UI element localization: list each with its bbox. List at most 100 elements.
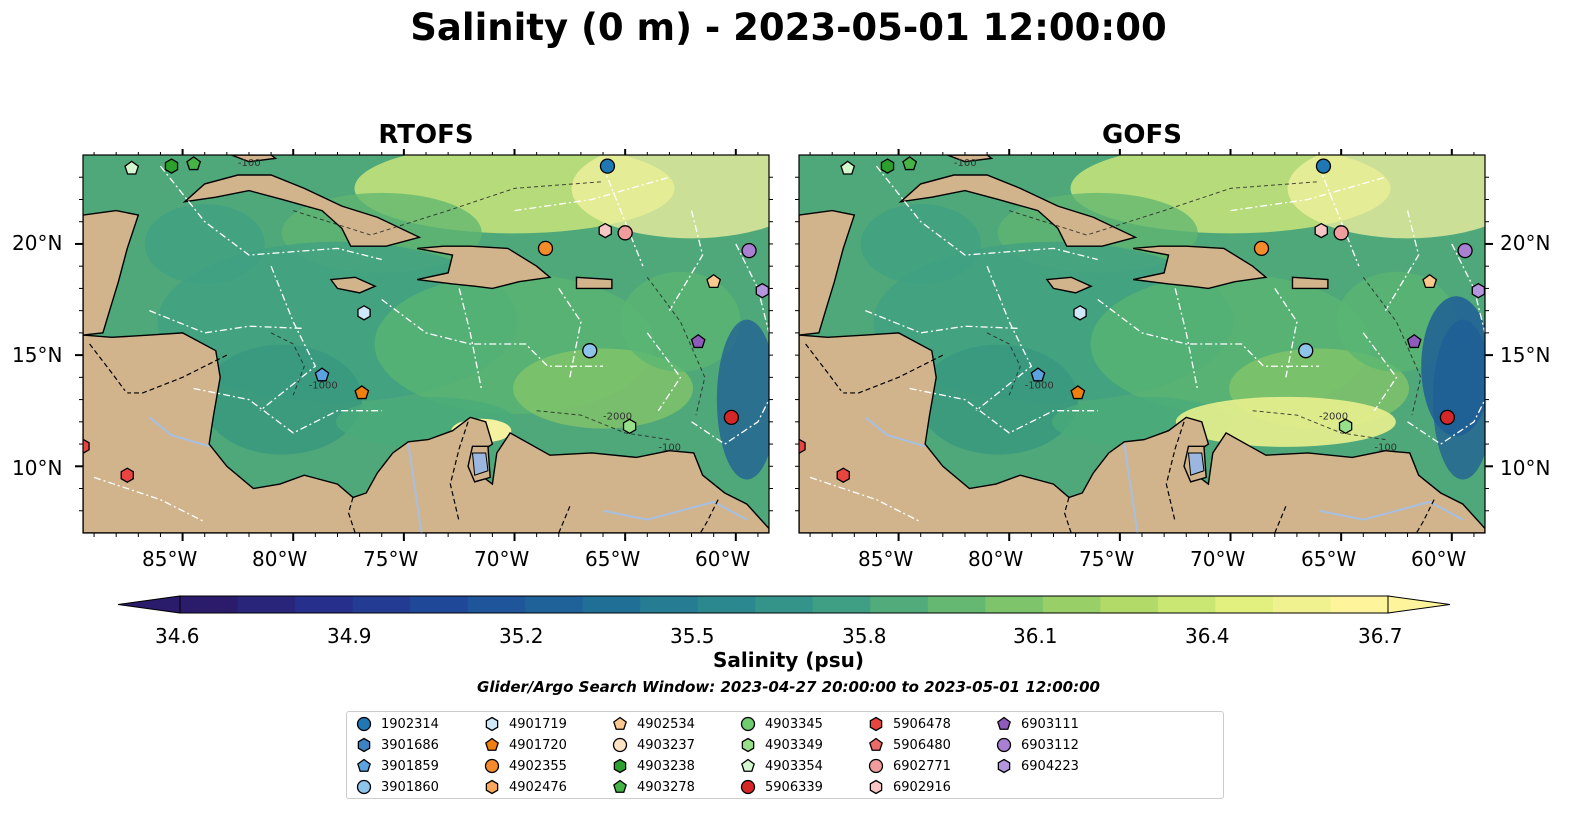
legend-marker	[484, 758, 500, 774]
country-border	[699, 499, 719, 533]
eez-boundary	[458, 288, 482, 389]
colorbar-segment	[697, 596, 756, 613]
float-marker	[755, 282, 769, 299]
colorbar-title: Salinity (psu)	[712, 648, 864, 672]
panel-title-gofs: GOFS	[1102, 120, 1182, 150]
legend-label: 4903278	[637, 779, 695, 795]
legend-marker	[613, 779, 627, 793]
eez-boundary	[646, 332, 682, 412]
legend-marker	[741, 758, 755, 772]
legend-label: 4903349	[765, 737, 823, 753]
pentagon-marker-icon	[485, 737, 499, 751]
legend-label: 4901719	[509, 716, 567, 732]
circle-marker-icon	[356, 716, 372, 732]
country-border	[347, 497, 356, 533]
legend-label: 4903345	[765, 716, 823, 732]
float-marker	[622, 418, 637, 435]
contour-label: -1000	[309, 380, 338, 391]
float-marker	[1315, 158, 1332, 174]
float-marker	[723, 409, 740, 426]
float-marker	[741, 242, 757, 259]
float-marker	[799, 438, 806, 455]
river	[1123, 443, 1139, 533]
float-marker	[690, 333, 706, 349]
pentagon-marker-icon	[997, 716, 1011, 730]
land-hispaniola	[417, 245, 552, 290]
panel-title-rtofs: RTOFS	[378, 120, 474, 150]
contour-label: -100	[238, 158, 261, 169]
eez-boundary	[875, 165, 1098, 261]
lat-label-right-15: 15°N	[1500, 343, 1551, 367]
contour-label: -100	[658, 443, 681, 454]
circle-marker-icon	[740, 779, 756, 795]
colorbar-segment	[237, 596, 296, 613]
figure-title: Salinity (0 m) - 2023-05-01 12:00:00	[410, 6, 1167, 49]
lon-label-b-80: 80°W	[968, 547, 1024, 571]
colorbar-segment	[755, 596, 814, 613]
salinity-patch	[144, 203, 265, 284]
contour-label: -1000	[1025, 380, 1054, 391]
eez-boundary	[381, 299, 604, 367]
country-border	[127, 354, 228, 394]
legend-item: 6902771	[867, 757, 951, 775]
hexagon-marker-icon	[741, 737, 755, 753]
legend-item: 4902355	[483, 757, 567, 775]
legend-marker	[868, 758, 884, 774]
colorbar-segment	[640, 596, 699, 613]
lat-label-right-10: 10°N	[1500, 456, 1551, 480]
legend-marker	[612, 737, 628, 753]
contour-label: -100	[1374, 443, 1397, 454]
float-marker	[617, 225, 633, 241]
legend-marker	[356, 716, 372, 732]
float-marker	[840, 160, 856, 175]
colorbar-tick-label: 35.8	[842, 624, 887, 648]
legend-marker	[357, 758, 371, 772]
eez-boundary	[602, 165, 644, 267]
colorbar-segment	[1100, 596, 1159, 613]
eez-boundary	[1097, 299, 1320, 367]
legend-marker	[485, 716, 499, 732]
legend-label: 5906480	[893, 737, 951, 753]
legend-item: 3901860	[355, 778, 439, 796]
colorbar-segment	[985, 596, 1044, 613]
country-border	[1165, 421, 1185, 523]
legend-item: 4903238	[611, 757, 695, 775]
legend-item: 3901686	[355, 736, 439, 754]
legend-item: 4902534	[611, 715, 695, 733]
colorbar-segment	[1215, 596, 1274, 613]
float-marker	[186, 156, 202, 171]
map-content: -100 -1000 -2000 -100	[83, 155, 769, 533]
land-hispaniola	[1133, 245, 1268, 290]
map-panel-gofs: -100 -1000 -2000 -100	[795, 149, 1493, 541]
lon-label-b-65: 65°W	[1301, 547, 1357, 571]
salinity-patch	[716, 319, 769, 480]
legend-item: 4903345	[739, 715, 823, 733]
legend-item: 5906478	[867, 715, 951, 733]
land-jamaica	[1045, 276, 1093, 294]
contour-label: -2000	[1319, 412, 1348, 423]
colorbar-tick-label: 35.5	[670, 624, 715, 648]
country-border	[89, 343, 126, 392]
colorbar-tick-label: 34.9	[327, 624, 372, 648]
legend-item: 4903237	[611, 736, 695, 754]
colorbar-extend-min	[117, 595, 181, 614]
lake-maracaibo	[471, 452, 489, 476]
legend-label: 4902476	[509, 779, 567, 795]
lon-label-a-75: 75°W	[363, 547, 419, 571]
colorbar-tick-label: 36.4	[1185, 624, 1230, 648]
legend-item: 4901720	[483, 736, 567, 754]
colorbar-segment	[295, 596, 354, 613]
legend-label: 6902771	[893, 758, 951, 774]
float-marker	[582, 343, 598, 359]
contour-label: -100	[954, 158, 977, 169]
salinity-patch	[1175, 396, 1396, 447]
float-marker	[1471, 282, 1485, 299]
colorbar-segment	[870, 596, 929, 613]
eez-boundary	[1174, 288, 1198, 389]
country-border	[843, 354, 944, 394]
land-puertorico	[575, 276, 613, 290]
lon-label-a-80: 80°W	[252, 547, 308, 571]
lake-maracaibo	[1187, 452, 1205, 476]
land-cuba	[182, 174, 422, 247]
